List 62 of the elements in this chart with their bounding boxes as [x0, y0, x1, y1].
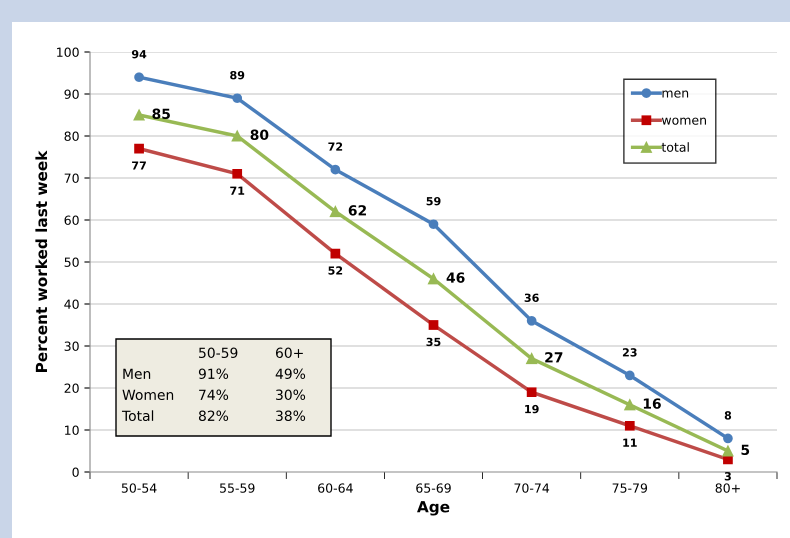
data-label: 80	[250, 130, 268, 140]
point	[624, 399, 636, 410]
legend-label: total	[662, 142, 689, 152]
point	[526, 316, 537, 326]
x-tick-label: 75-79	[612, 483, 648, 493]
point	[723, 434, 733, 444]
data-label: 16	[644, 398, 661, 409]
text: Women 74% 30%	[122, 390, 306, 400]
x-tick-label: 50-54	[122, 483, 157, 493]
legend-label: women	[662, 118, 706, 125]
y-tick-label: 100	[57, 47, 79, 57]
point	[428, 273, 440, 284]
data-label: 72	[328, 142, 342, 151]
data-label: 62	[348, 205, 366, 216]
point	[428, 219, 438, 230]
y-tick-label: 10	[65, 425, 79, 435]
point	[526, 353, 538, 364]
y-tick-label: 20	[64, 383, 79, 393]
x-tick-label: 65-69	[416, 483, 451, 493]
text: Total 82% 38%	[122, 410, 306, 422]
point	[624, 370, 635, 380]
y-tick-label: 80	[64, 131, 79, 141]
data-label: 59	[426, 196, 441, 206]
x-tick-label: 55-59	[220, 483, 254, 493]
y-tick-label: 50	[64, 257, 79, 267]
x-tick-label: 80+	[716, 483, 740, 493]
data-label: 85	[152, 108, 170, 120]
y-tick-label: 30	[64, 341, 79, 351]
data-label: 94	[132, 50, 146, 58]
data-label: 11	[623, 438, 637, 447]
data-label: 5	[742, 444, 750, 456]
data-label: 35	[426, 338, 440, 346]
data-label: 46	[446, 272, 465, 283]
point	[330, 206, 341, 218]
data-label: 52	[328, 266, 342, 275]
y-tick-label: 60	[64, 215, 79, 225]
data-label: 89	[230, 70, 244, 80]
point	[134, 109, 145, 121]
data-label: 8	[724, 411, 732, 420]
data-label: 77	[132, 161, 146, 170]
y-tick-label: 70	[64, 173, 79, 183]
legend-label: men	[662, 90, 688, 98]
x-axis-title: Age	[417, 501, 450, 516]
data-label: 3	[724, 472, 731, 480]
text: 50-59 60+	[199, 348, 303, 358]
y-axis-title: Percent worked last week	[35, 150, 48, 372]
point	[722, 445, 734, 457]
data-label: 23	[622, 348, 637, 357]
text: Men 91% 49%	[123, 368, 306, 380]
data-label: 71	[230, 186, 244, 195]
x-tick-label: 70-74	[514, 483, 550, 493]
y-tick-label: 0	[72, 467, 79, 477]
point	[232, 93, 242, 104]
y-tick-label: 90	[64, 89, 79, 99]
point	[330, 164, 340, 174]
y-tick-label: 40	[64, 299, 79, 309]
data-label: 36	[524, 294, 539, 302]
point	[134, 72, 144, 82]
data-label: 27	[545, 352, 562, 362]
point	[232, 130, 243, 142]
data-label: 19	[525, 404, 539, 414]
x-tick-label: 60-64	[318, 483, 353, 493]
